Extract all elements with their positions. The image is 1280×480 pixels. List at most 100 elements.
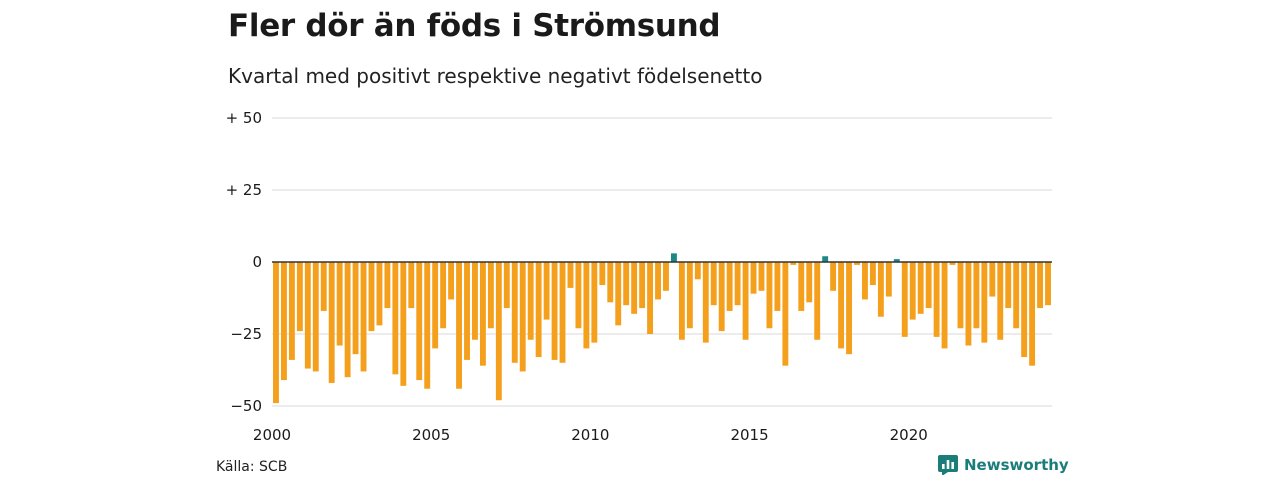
bar-2000-q4: 2000 Q4: -24 (296, 262, 303, 332)
bar-2005-q2: 2005 Q2: -23 (440, 262, 447, 329)
bar-2017-q2: 2017 Q2: 2 (822, 256, 829, 262)
x-tick-label: 2020 (890, 426, 928, 444)
bar-2019-q1: 2019 Q1: -19 (877, 262, 884, 317)
bar-2006-q4: 2006 Q4: -23 (487, 262, 494, 329)
chart-subtitle: Kvartal med positivt respektive negativt… (228, 64, 763, 88)
bar-2000-q2: 2000 Q2: -41 (280, 262, 287, 381)
bar-2009-q2: 2009 Q2: -9 (567, 262, 574, 288)
bar-2011-q1: 2011 Q1: -15 (623, 262, 630, 306)
bar-2010-q3: 2010 Q3: -14 (607, 262, 614, 303)
bar-2004-q2: 2004 Q2: -16 (408, 262, 415, 309)
bars: 2000 Q1: -492000 Q2: -412000 Q3: -342000… (273, 253, 1051, 404)
bar-2018-q3: 2018 Q3: -13 (862, 262, 868, 300)
bar-2018-q2: 2018 Q2: -1 (854, 262, 860, 265)
bar-2024-q1: 2024 Q1: -16 (1037, 262, 1044, 309)
bar-2005-q4: 2005 Q4: -44 (456, 262, 462, 389)
bar-2009-q3: 2009 Q3: -23 (575, 262, 582, 329)
bar-2014-q2: 2014 Q2: -17 (726, 262, 733, 311)
bar-2020-q3: 2020 Q3: -16 (925, 262, 932, 309)
bar-2023-q2: 2023 Q2: -23 (1013, 262, 1020, 329)
bar-2020-q1: 2020 Q1: -20 (909, 262, 916, 320)
bar-2012-q1: 2012 Q1: -13 (655, 262, 661, 300)
bar-2001-q1: 2001 Q1: -37 (304, 262, 311, 369)
bar-2014-q1: 2014 Q1: -24 (718, 262, 725, 332)
bar-2021-q1: 2021 Q1: -30 (941, 262, 948, 349)
bar-2013-q3: 2013 Q3: -28 (702, 262, 709, 343)
bar-2016-q3: 2016 Q3: -17 (798, 262, 805, 311)
bar-2001-q2: 2001 Q2: -38 (312, 262, 319, 372)
bar-2023-q3: 2023 Q3: -33 (1021, 262, 1028, 358)
bar-2017-q4: 2017 Q4: -30 (838, 262, 845, 349)
x-axis-ticks: 2000 2005 2010 2015 2020 (253, 426, 928, 444)
bar-2004-q3: 2004 Q3: -41 (416, 262, 423, 381)
x-tick-label: 2005 (412, 426, 450, 444)
y-axis-ticks: + 50 + 25 0 −25 −50 (226, 109, 262, 415)
bar-2007-q1: 2007 Q1: -48 (495, 262, 502, 401)
bar-2008-q2: 2008 Q2: -33 (535, 262, 542, 358)
bar-2009-q4: 2009 Q4: -30 (583, 262, 590, 349)
y-tick-label: −50 (230, 397, 262, 415)
bar-2004-q4: 2004 Q4: -44 (424, 262, 431, 389)
bar-2015-q4: 2015 Q4: -17 (774, 262, 781, 311)
bar-2015-q1: 2015 Q1: -11 (750, 262, 757, 294)
bar-2014-q4: 2014 Q4: -27 (742, 262, 749, 340)
bar-2004-q1: 2004 Q1: -43 (400, 262, 407, 386)
bar-2018-q1: 2018 Q1: -32 (846, 262, 852, 355)
bar-2000-q1: 2000 Q1: -49 (273, 262, 279, 404)
bar-2021-q2: 2021 Q2: -1 (949, 262, 956, 265)
bar-2001-q3: 2001 Q3: -17 (320, 262, 327, 311)
bar-2016-q2: 2016 Q2: -1 (790, 262, 797, 265)
x-tick-label: 2010 (571, 426, 609, 444)
bar-2007-q4: 2007 Q4: -38 (519, 262, 526, 372)
y-tick-label: −25 (230, 325, 262, 343)
brand-name: Newsworthy (964, 456, 1069, 474)
bar-2017-q1: 2017 Q1: -27 (814, 262, 821, 340)
bar-2014-q3: 2014 Q3: -15 (734, 262, 741, 306)
bar-2008-q1: 2008 Q1: -27 (527, 262, 534, 340)
bar-2003-q2: 2003 Q2: -22 (376, 262, 383, 326)
bar-2000-q3: 2000 Q3: -34 (288, 262, 295, 360)
y-tick-label: + 50 (226, 109, 262, 127)
bar-2019-q2: 2019 Q2: -12 (885, 262, 892, 297)
bar-2023-q4: 2023 Q4: -36 (1029, 262, 1036, 366)
source-note: Källa: SCB (216, 459, 288, 475)
bar-2021-q4: 2021 Q4: -29 (965, 262, 972, 346)
bar-2002-q1: 2002 Q1: -29 (336, 262, 343, 346)
bar-2013-q4: 2013 Q4: -15 (710, 262, 717, 306)
bar-2019-q4: 2019 Q4: -26 (901, 262, 908, 337)
bar-2008-q3: 2008 Q3: -20 (543, 262, 550, 320)
bar-2002-q3: 2002 Q3: -32 (352, 262, 359, 355)
bar-2012-q4: 2012 Q4: -27 (678, 262, 685, 340)
bar-2007-q2: 2007 Q2: -16 (503, 262, 510, 309)
bar-2010-q2: 2010 Q2: -8 (599, 262, 606, 286)
bar-2020-q2: 2020 Q2: -18 (917, 262, 924, 314)
bar-2010-q1: 2010 Q1: -28 (591, 262, 598, 343)
bar-2024-q2: 2024 Q2: -15 (1045, 262, 1051, 306)
brand-logo: Newsworthy (938, 455, 1069, 475)
bar-2016-q1: 2016 Q1: -36 (782, 262, 789, 366)
y-tick-label: 0 (252, 253, 262, 271)
bar-2022-q3: 2022 Q3: -12 (989, 262, 996, 297)
chart-title: Fler dör än föds i Strömsund (228, 8, 721, 44)
bar-2003-q1: 2003 Q1: -24 (368, 262, 375, 332)
bar-2010-q4: 2010 Q4: -22 (615, 262, 622, 326)
bar-2018-q4: 2018 Q4: -8 (869, 262, 876, 286)
bar-2006-q3: 2006 Q3: -36 (479, 262, 486, 366)
bar-2013-q1: 2013 Q1: -23 (686, 262, 693, 329)
bar-2012-q2: 2012 Q2: -10 (663, 262, 669, 291)
gridlines (272, 117, 1052, 407)
x-tick-label: 2015 (730, 426, 768, 444)
bar-2015-q3: 2015 Q3: -23 (766, 262, 773, 329)
bar-2011-q4: 2011 Q4: -25 (647, 262, 654, 334)
x-tick-label: 2000 (253, 426, 291, 444)
bar-2022-q4: 2022 Q4: -27 (997, 262, 1004, 340)
bar-2001-q4: 2001 Q4: -42 (328, 262, 335, 383)
bar-2019-q3: 2019 Q3: 1 (893, 259, 900, 262)
bar-2020-q4: 2020 Q4: -26 (933, 262, 940, 337)
bar-2016-q4: 2016 Q4: -14 (806, 262, 813, 303)
bar-2022-q1: 2022 Q1: -23 (973, 262, 980, 329)
bar-2012-q3: 2012 Q3: 3 (670, 253, 677, 262)
bar-2002-q4: 2002 Q4: -38 (360, 262, 367, 372)
bar-2013-q2: 2013 Q2: -6 (694, 262, 701, 280)
